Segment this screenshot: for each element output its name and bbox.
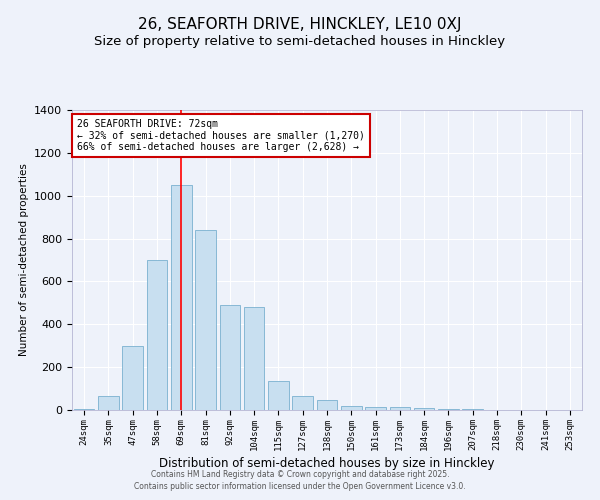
Text: 26 SEAFORTH DRIVE: 72sqm
← 32% of semi-detached houses are smaller (1,270)
66% o: 26 SEAFORTH DRIVE: 72sqm ← 32% of semi-d… xyxy=(77,119,365,152)
Bar xyxy=(365,407,386,410)
Text: 26, SEAFORTH DRIVE, HINCKLEY, LE10 0XJ: 26, SEAFORTH DRIVE, HINCKLEY, LE10 0XJ xyxy=(138,18,462,32)
Text: Contains public sector information licensed under the Open Government Licence v3: Contains public sector information licen… xyxy=(134,482,466,491)
X-axis label: Distribution of semi-detached houses by size in Hinckley: Distribution of semi-detached houses by … xyxy=(159,457,495,470)
Bar xyxy=(244,307,265,410)
Bar xyxy=(74,409,94,410)
Y-axis label: Number of semi-detached properties: Number of semi-detached properties xyxy=(19,164,29,356)
Bar xyxy=(414,408,434,410)
Bar xyxy=(317,400,337,410)
Bar xyxy=(98,396,119,410)
Bar xyxy=(195,230,216,410)
Bar xyxy=(438,409,459,410)
Text: Size of property relative to semi-detached houses in Hinckley: Size of property relative to semi-detach… xyxy=(94,35,506,48)
Bar xyxy=(389,407,410,410)
Bar xyxy=(292,396,313,410)
Bar xyxy=(268,381,289,410)
Bar xyxy=(220,305,240,410)
Bar xyxy=(341,406,362,410)
Bar xyxy=(146,260,167,410)
Bar xyxy=(122,346,143,410)
Text: Contains HM Land Registry data © Crown copyright and database right 2025.: Contains HM Land Registry data © Crown c… xyxy=(151,470,449,479)
Bar xyxy=(171,185,191,410)
